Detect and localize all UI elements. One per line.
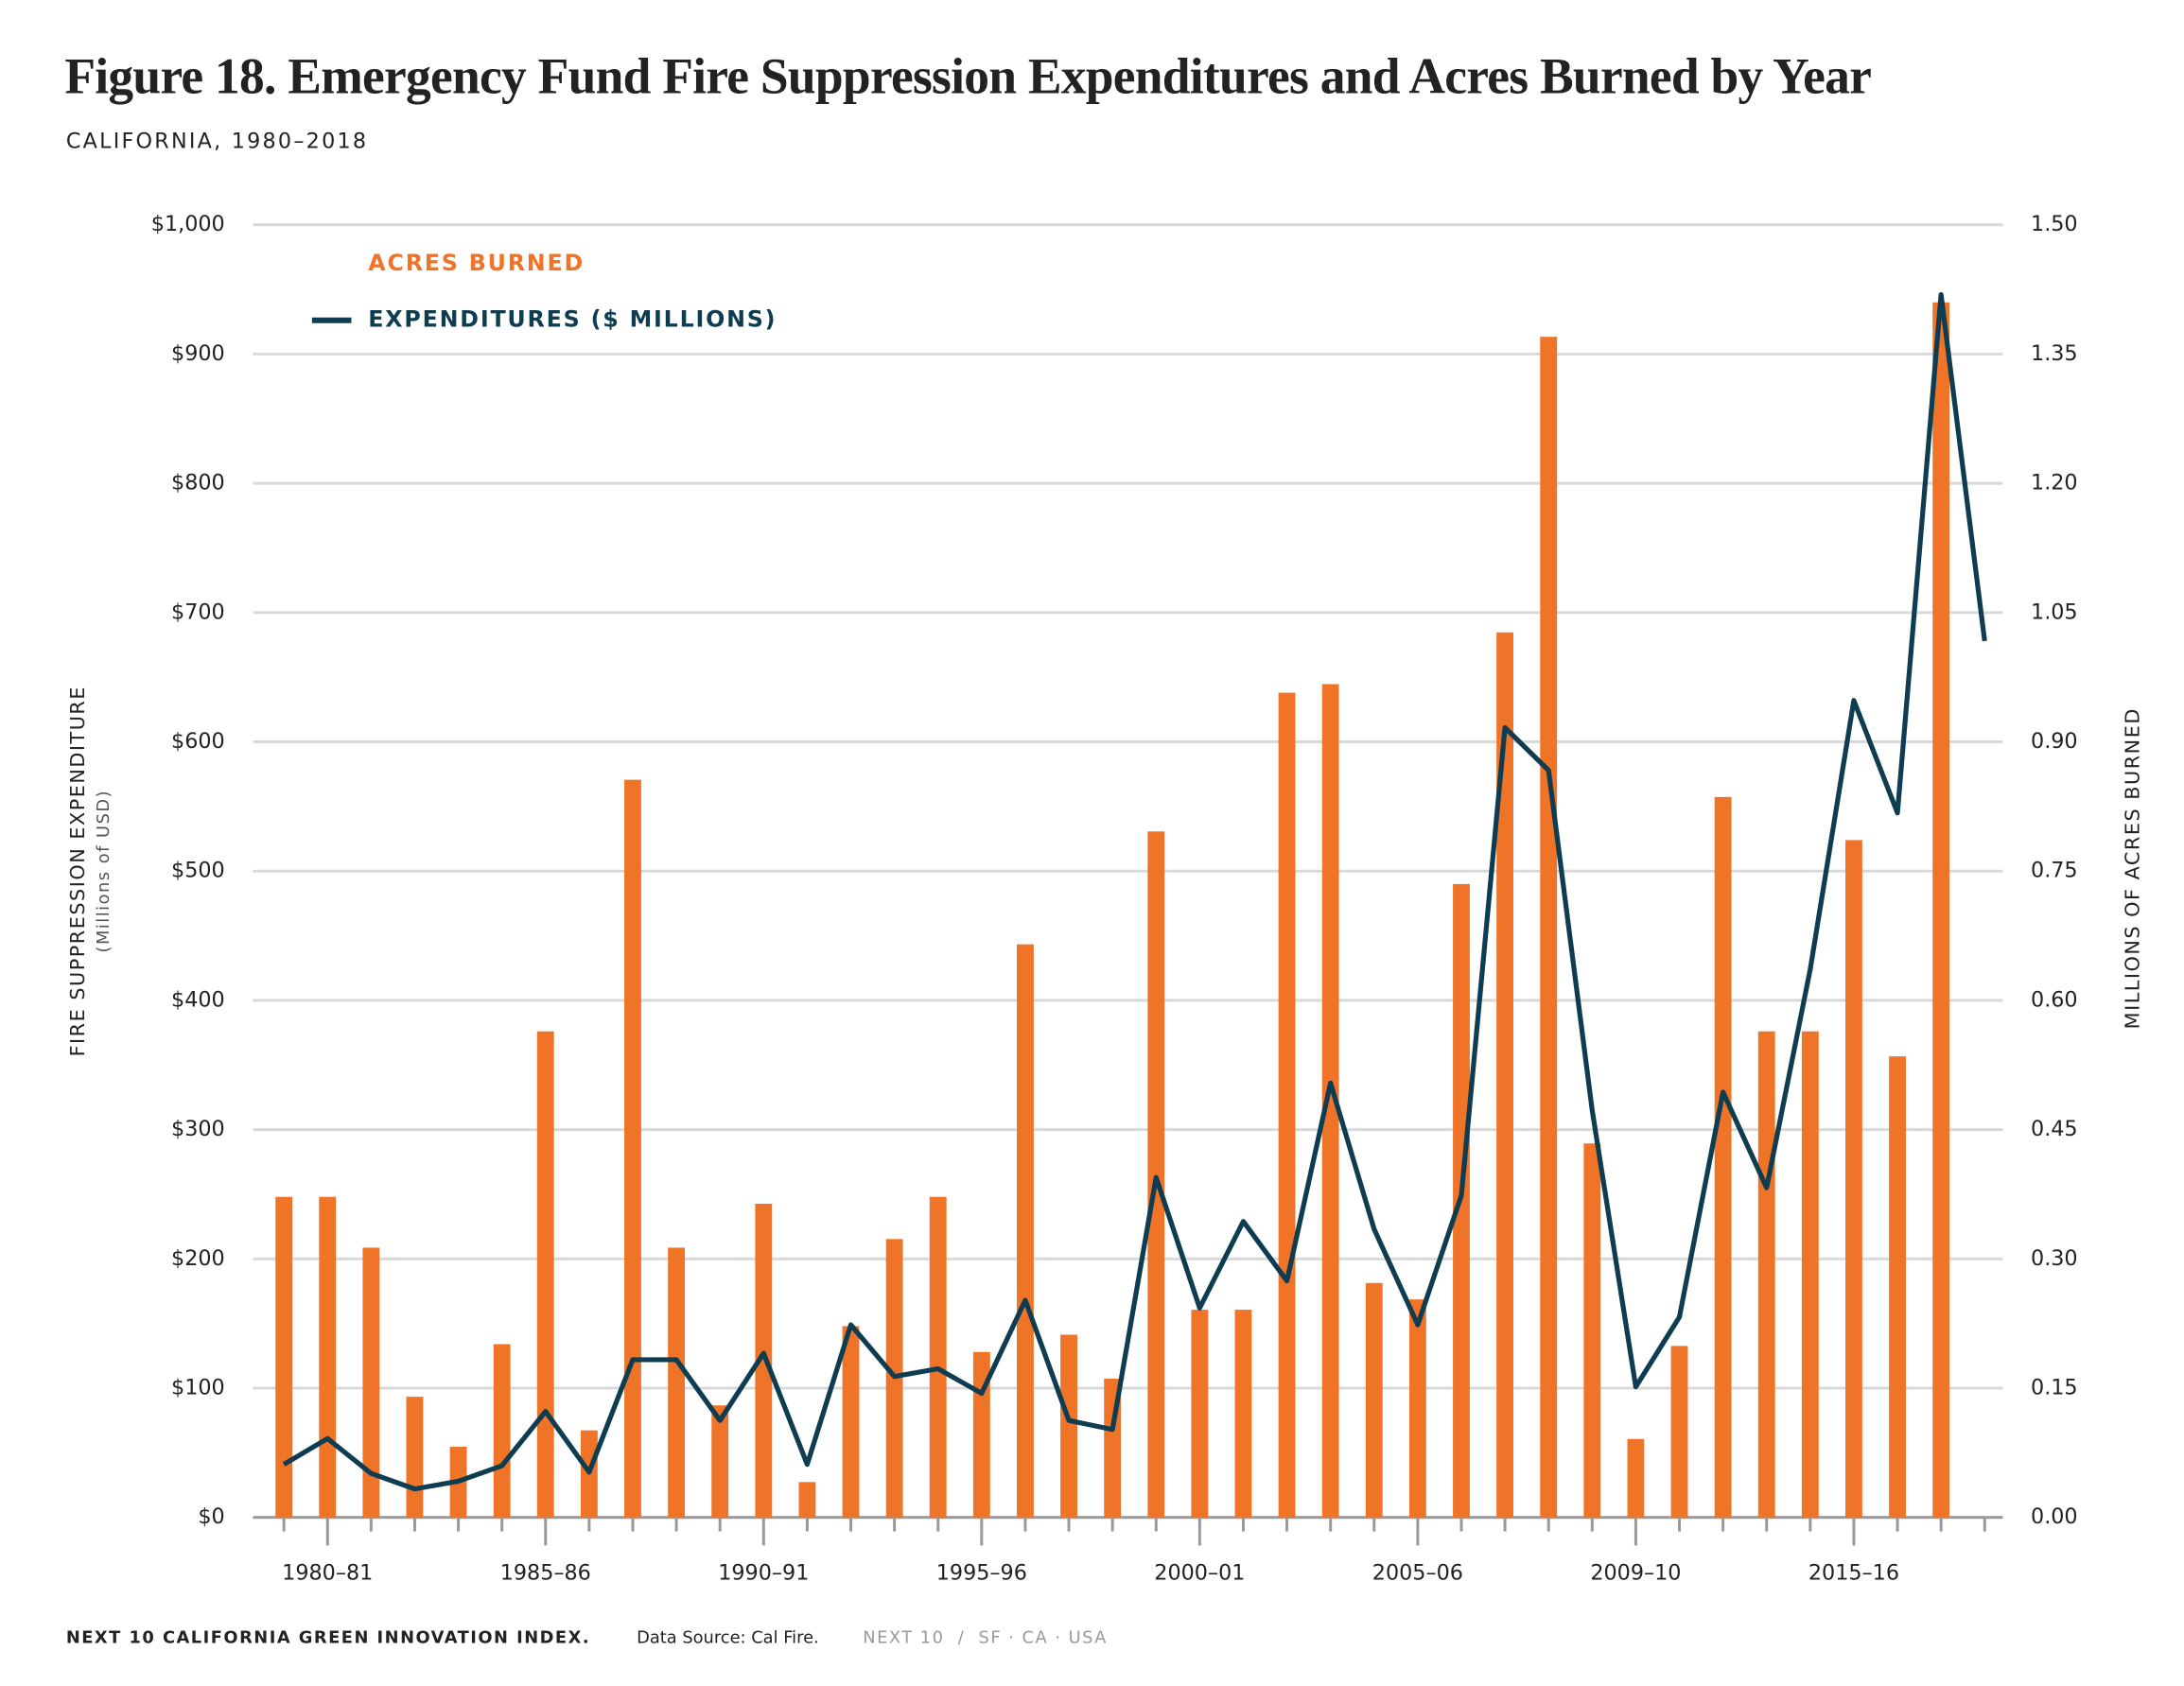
y2-tick-label: 0.00 (2031, 1504, 2078, 1529)
x-tick-label: 1995–96 (936, 1561, 1027, 1586)
bar (275, 1196, 293, 1518)
y-tick-label: $0 (198, 1504, 224, 1529)
y-tick-label: $1,000 (151, 212, 225, 236)
bar (798, 1482, 816, 1518)
bar (668, 1247, 686, 1518)
bar (1845, 840, 1862, 1518)
footer-source: Data Source: Cal Fire. (637, 1627, 819, 1647)
bar (1540, 337, 1558, 1518)
bar (1017, 944, 1034, 1518)
bar (1801, 1031, 1819, 1518)
bar (1147, 831, 1165, 1518)
x-tick-label: 1985–86 (500, 1561, 591, 1586)
footer-brand: NEXT 10 / SF · CA · USA (863, 1627, 1108, 1647)
y2-tick-label: 0.90 (2031, 729, 2078, 754)
y2-tick-label: 0.60 (2031, 987, 2078, 1012)
bar (1191, 1310, 1209, 1518)
bar (493, 1344, 511, 1518)
footer-org: NEXT 10 CALIFORNIA GREEN INNOVATION INDE… (66, 1627, 590, 1647)
y-tick-label: $900 (171, 341, 225, 366)
y2-tick-label: 0.30 (2031, 1246, 2078, 1271)
x-tick-label: 2015–16 (1808, 1561, 1899, 1586)
y-tick-label: $700 (171, 600, 225, 624)
chart-subtitle: CALIFORNIA, 1980–2018 (66, 130, 368, 154)
y2-tick-label: 1.35 (2031, 341, 2078, 366)
x-tick-label: 2005–06 (1372, 1561, 1463, 1586)
y-tick-label: $800 (171, 471, 225, 495)
y-axis-sublabel: (Millions of USD) (94, 790, 114, 952)
bar (1932, 302, 1950, 1518)
y2-tick-label: 0.45 (2031, 1117, 2078, 1141)
bar (536, 1031, 554, 1518)
legend-label: ACRES BURNED (368, 250, 585, 276)
x-tick-label: 2009–10 (1590, 1561, 1681, 1586)
bar (1234, 1310, 1252, 1518)
bar (1278, 692, 1296, 1518)
y-tick-label: $200 (171, 1246, 225, 1271)
x-tick-label: 1980–81 (282, 1561, 373, 1586)
bar (1408, 1299, 1426, 1518)
y2-tick-label: 0.75 (2031, 859, 2078, 883)
y2-tick-label: 1.50 (2031, 212, 2078, 236)
bar (1627, 1438, 1645, 1518)
legend-label: EXPENDITURES ($ MILLIONS) (368, 305, 777, 332)
bar (1714, 796, 1732, 1518)
line (282, 291, 1987, 1492)
y-tick-label: $300 (171, 1117, 225, 1141)
bar (1365, 1282, 1383, 1518)
y-tick-label: $400 (171, 987, 225, 1012)
bar (1060, 1334, 1077, 1518)
bar (711, 1405, 729, 1518)
bar (406, 1397, 424, 1518)
bar (1670, 1346, 1688, 1518)
bar (624, 779, 641, 1518)
bar (1583, 1143, 1601, 1518)
y-tick-label: $600 (171, 729, 225, 754)
bar (929, 1196, 947, 1518)
y-tick-label: $500 (171, 859, 225, 883)
bar (842, 1326, 860, 1518)
bar (319, 1196, 337, 1518)
y2-axis-label: MILLIONS OF ACRES BURNED (2122, 707, 2144, 1029)
bar (362, 1247, 380, 1518)
y-axis-label: FIRE SUPPRESSION EXPENDITURE (66, 686, 89, 1056)
y2-tick-label: 0.15 (2031, 1376, 2078, 1400)
y-tick-label: $100 (171, 1376, 225, 1400)
bar (1757, 1031, 1775, 1518)
bar (1496, 632, 1514, 1518)
y2-tick-label: 1.05 (2031, 600, 2078, 624)
chart-title: Figure 18. Emergency Fund Fire Suppressi… (64, 47, 1871, 104)
bar (755, 1203, 773, 1518)
x-tick-label: 1990–91 (718, 1561, 809, 1586)
y2-tick-label: 1.20 (2031, 471, 2078, 495)
bar (1889, 1056, 1906, 1518)
bar (1321, 684, 1339, 1518)
x-tick-label: 2000–01 (1154, 1561, 1245, 1586)
